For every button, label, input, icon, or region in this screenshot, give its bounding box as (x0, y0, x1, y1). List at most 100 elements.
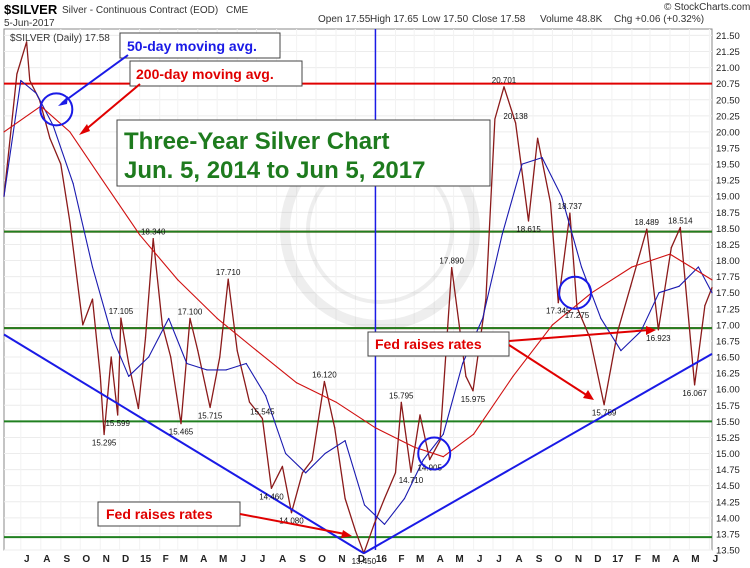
ma200-line-point (255, 350, 258, 352)
price-line-point (536, 137, 539, 139)
source: © StockCharts.com (664, 2, 750, 13)
x-tick-label: M (416, 554, 424, 565)
ma50-line-point (305, 472, 307, 474)
x-tick-label: O (82, 554, 90, 565)
fed-callout-1-arrow (239, 513, 346, 535)
ma50-line-point (225, 369, 227, 371)
x-tick-label: A (200, 554, 207, 565)
y-tick-label: 20.75 (716, 79, 740, 90)
x-tick-label: S (64, 554, 71, 565)
price-line-point (227, 278, 229, 280)
fed-callout-1-box (97, 501, 241, 527)
description: Silver - Continuous Contract (EOD) (62, 5, 218, 16)
x-tick-label: M (455, 554, 463, 565)
ma50-line-point (482, 317, 484, 320)
y-tick-label: 16.00 (716, 385, 740, 396)
price-line-point (82, 324, 84, 326)
price-line-point (383, 497, 386, 500)
price-line-point (549, 202, 552, 204)
price-line-point (354, 530, 357, 532)
price-line-point (197, 350, 199, 352)
x-tick-label: J (477, 554, 483, 565)
price-line-point (290, 512, 293, 514)
ma200-line-point (442, 456, 444, 458)
y-tick-label: 15.50 (716, 417, 740, 428)
y-tick-label: 20.25 (716, 111, 740, 122)
ma50-line-point (560, 195, 563, 197)
fed-callout-1: Fed raises rates (106, 506, 213, 522)
x-tick-label: S (299, 554, 306, 565)
x-tick-label: S (536, 554, 543, 565)
ma50-line-point (344, 440, 346, 442)
ma200-line-point (335, 401, 337, 403)
price-label: 17.710 (216, 268, 241, 277)
ma50-line-point (3, 195, 5, 197)
highlight-circle (39, 92, 74, 127)
price-line-point (569, 212, 571, 214)
y-tick-label: 18.25 (716, 240, 740, 251)
price-line-point (144, 337, 147, 339)
x-tick-label: M (652, 554, 660, 565)
price-line-point (170, 356, 172, 358)
price-line-point (270, 487, 273, 489)
x-tick-label: A (43, 554, 50, 565)
callout-ma200: 200-day moving avg. (136, 66, 274, 82)
price-line-point (261, 417, 263, 420)
x-tick-label: M (691, 554, 699, 565)
highlight-circle (417, 436, 452, 471)
callout-ma50: 50-day moving avg. (127, 38, 257, 54)
price-line-point (400, 401, 402, 403)
price-line-point (49, 137, 51, 139)
price-line-point (439, 440, 441, 442)
ma200-line-point (216, 317, 218, 320)
y-tick-label: 16.50 (716, 353, 740, 364)
price-line-point (137, 407, 139, 410)
price-label: 17.345 (546, 307, 571, 316)
ma50-line-point (324, 452, 326, 455)
price-line-point (219, 356, 221, 358)
callout-ma50-box (119, 32, 281, 59)
ma50-line-point (600, 317, 602, 320)
y-tick-label: 19.75 (716, 143, 740, 154)
ma50-line-point (128, 375, 130, 377)
ma50-line-point (442, 433, 444, 435)
ma50-line-point (72, 182, 74, 184)
price-line-point (16, 73, 18, 75)
price-line-point (657, 329, 659, 331)
ma200-line (3, 105, 713, 458)
callout-ma200-box (129, 60, 303, 87)
ma50-line-point (658, 292, 660, 294)
date: 5-Jun-2017 (4, 18, 55, 29)
price-label: 16.923 (646, 334, 671, 343)
highlight-circle (558, 275, 593, 310)
price-labels: 15.295 15.599 17.105 18.340 15.465 17.100 15.7… (92, 76, 707, 566)
x-tick-label: 16 (376, 554, 388, 565)
ma50-line-point (245, 362, 247, 365)
chart-title: Three-Year Silver Chart (124, 128, 389, 155)
y-tick-label: 13.75 (716, 529, 740, 540)
price-line-point (189, 317, 191, 320)
price-line-point (152, 238, 154, 240)
price-line-point (711, 286, 713, 289)
price-line-point (630, 285, 632, 287)
price-line-point (485, 298, 487, 300)
price-line-point (311, 459, 313, 461)
ma200-line-point (177, 279, 179, 281)
price-line-point (679, 226, 681, 229)
callout-ma50-arrowhead (58, 96, 68, 106)
x-tick-label: N (338, 554, 345, 565)
ma200-line-point (99, 176, 101, 178)
price-line-point (344, 497, 346, 500)
ma50-line-point (678, 285, 680, 287)
ma50-line-point (35, 92, 37, 94)
x-tick-label: O (555, 554, 563, 565)
price-line-point (29, 79, 31, 82)
price-label: 15.599 (105, 419, 130, 428)
price-line-point (670, 247, 672, 249)
series (3, 41, 713, 554)
x-tick-label: O (318, 554, 326, 565)
y-tick-label: 20.50 (716, 95, 740, 106)
x-tick-label: 17 (612, 554, 624, 565)
price-line-point (465, 375, 467, 377)
price-line-point (589, 337, 591, 339)
